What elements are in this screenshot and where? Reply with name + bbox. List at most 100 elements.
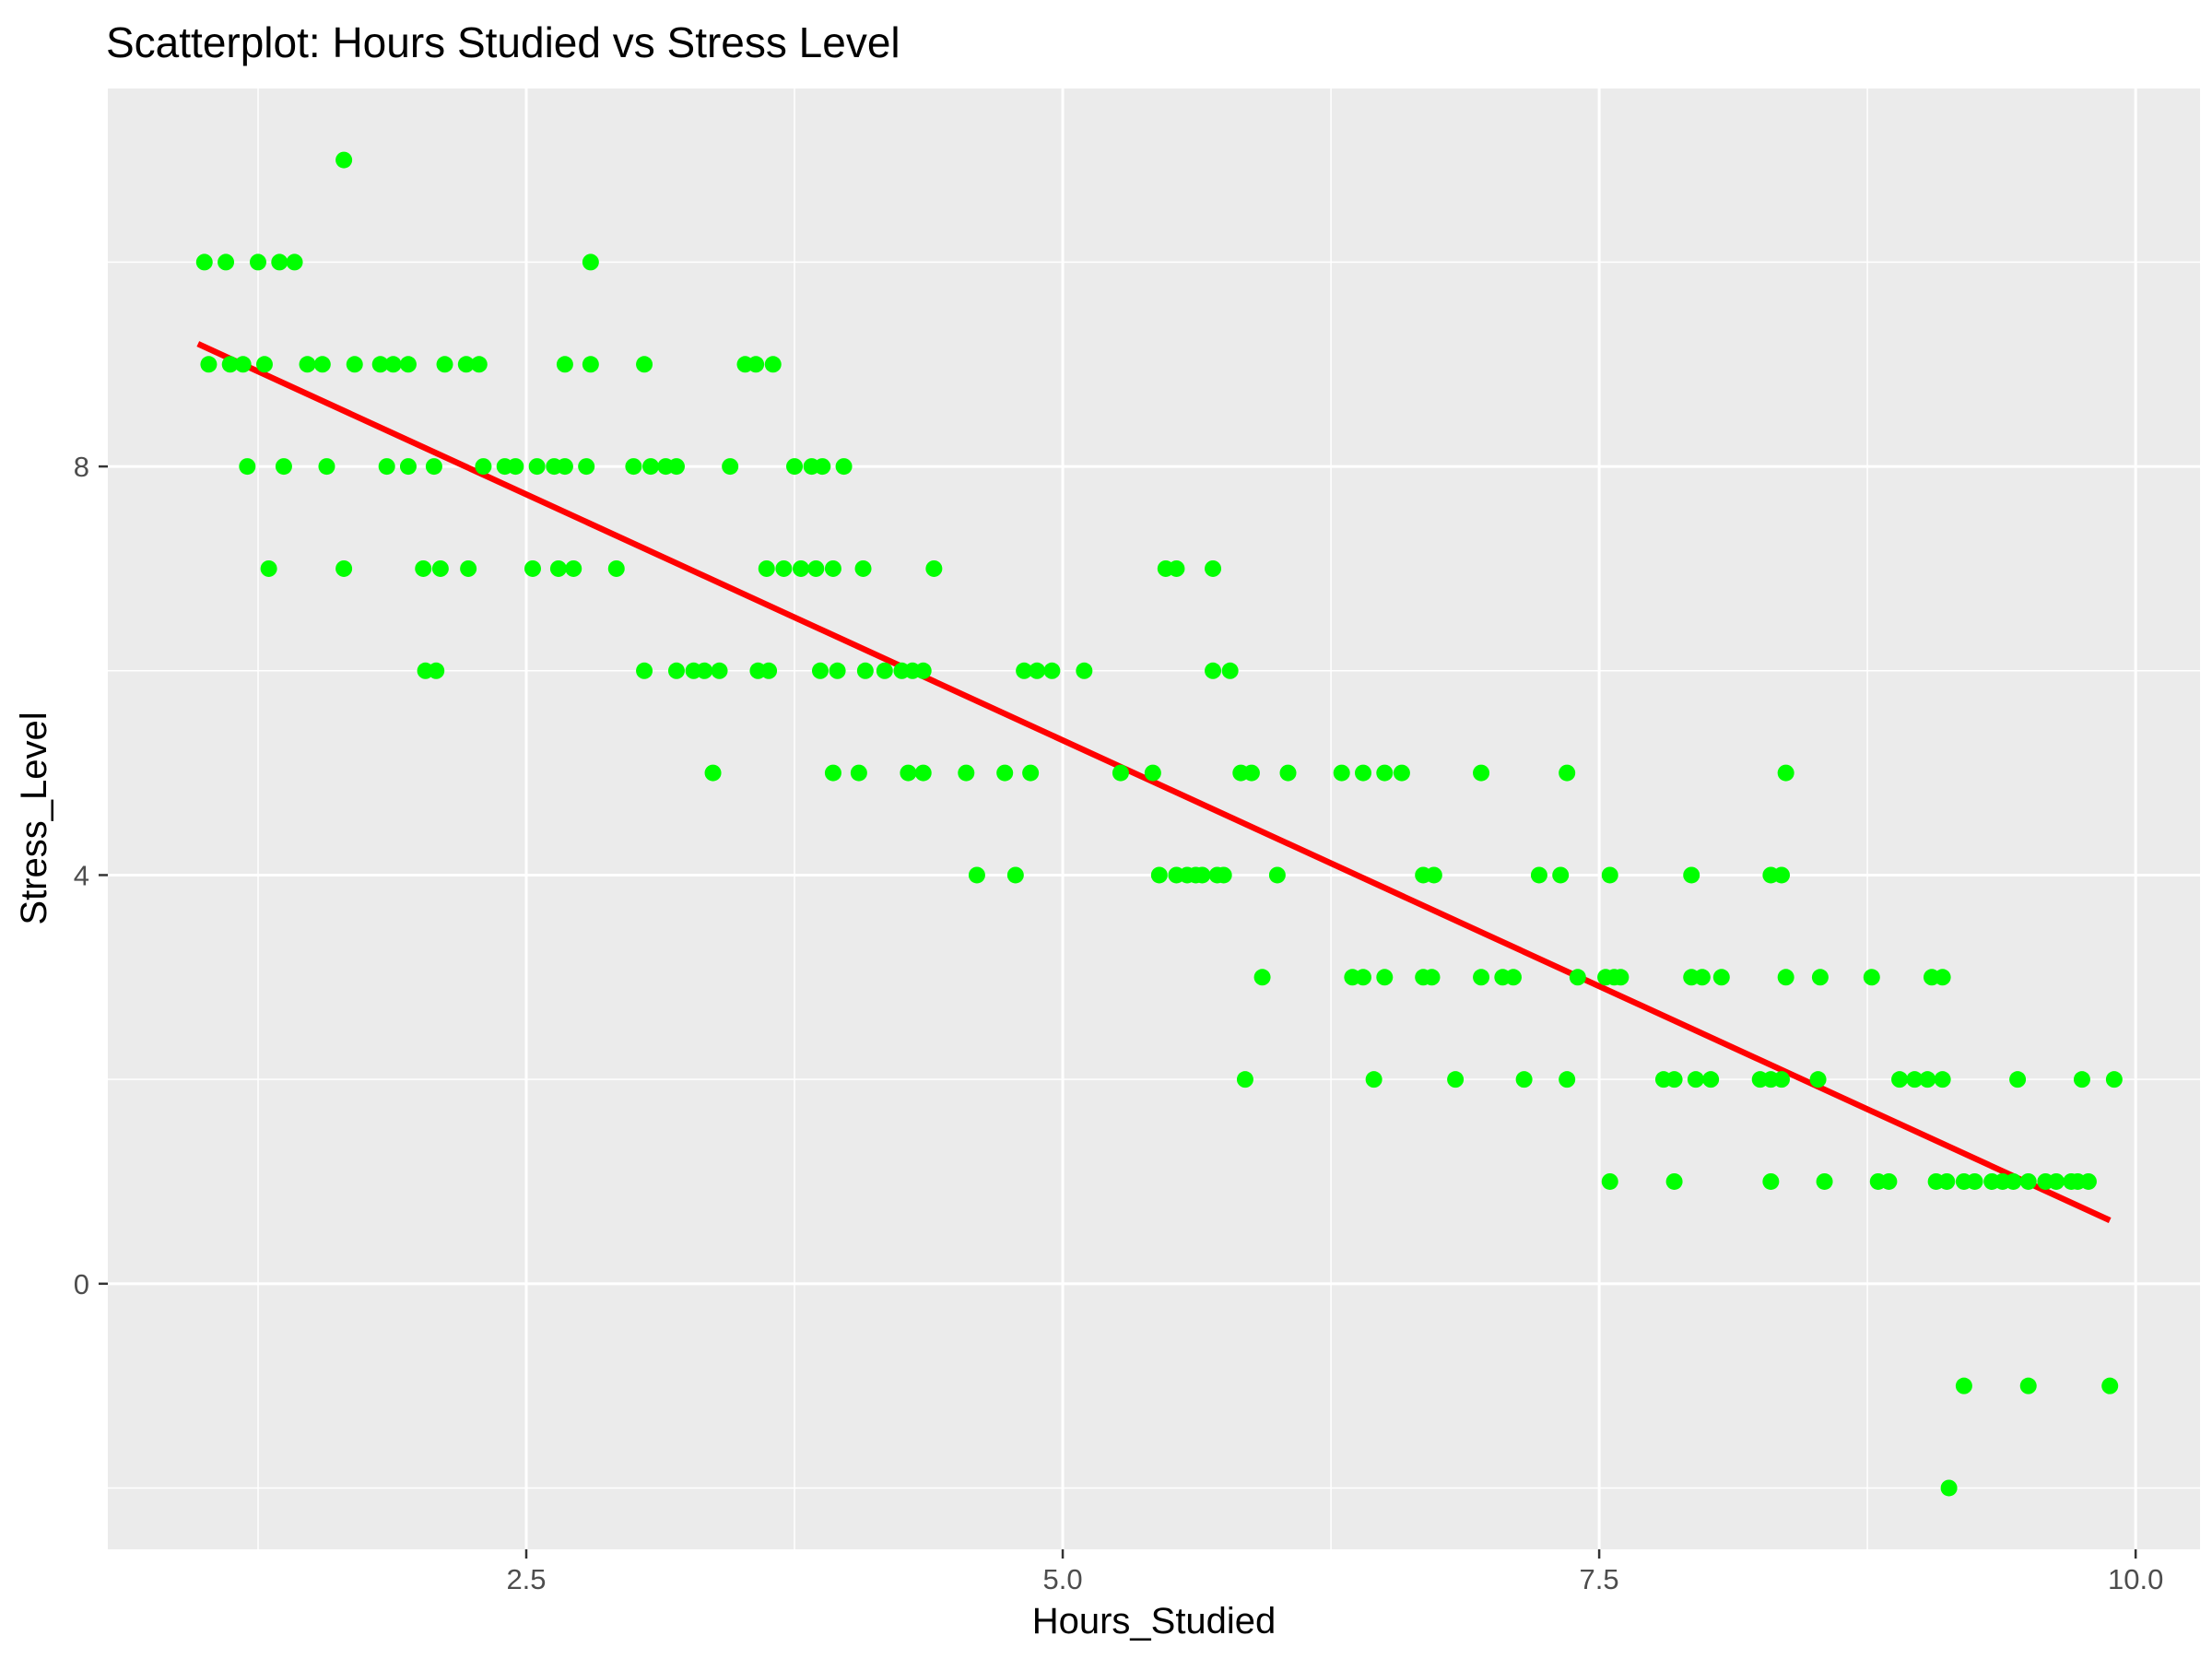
data-point [824, 559, 841, 577]
data-point [475, 458, 492, 476]
data-point [1355, 969, 1371, 986]
data-point [384, 356, 402, 373]
data-point [914, 662, 932, 679]
data-point [378, 458, 395, 476]
data-point [1029, 662, 1046, 679]
data-point [275, 458, 292, 476]
data-point [900, 764, 917, 782]
data-point [968, 866, 985, 884]
data-point [811, 662, 829, 679]
y-tick-label: 4 [74, 859, 89, 891]
data-point [1253, 969, 1271, 986]
data-point [1473, 969, 1490, 986]
data-point [775, 559, 793, 577]
data-point [255, 356, 273, 373]
data-point [1112, 764, 1129, 782]
data-point [625, 458, 642, 476]
data-point [667, 458, 685, 476]
regression-line [196, 341, 2112, 1224]
data-point [925, 559, 943, 577]
axis-ticks [99, 465, 2137, 1559]
data-point [1777, 969, 1794, 986]
data-point [1423, 969, 1441, 986]
fit-line-layer [196, 341, 2112, 1224]
data-point [850, 764, 867, 782]
data-point [1811, 969, 1829, 986]
data-point [1955, 1377, 1972, 1394]
minor-grid [108, 88, 2200, 1549]
data-point [1215, 866, 1232, 884]
data-point [607, 559, 625, 577]
data-point [1504, 969, 1522, 986]
data-point [299, 356, 316, 373]
data-point [1393, 764, 1410, 782]
data-point [1683, 866, 1700, 884]
points-layer [195, 151, 2123, 1497]
data-point [1515, 1071, 1533, 1088]
data-point [260, 559, 277, 577]
data-point [636, 662, 653, 679]
data-point [399, 356, 417, 373]
data-point [1236, 1071, 1253, 1088]
data-point [1221, 662, 1239, 679]
data-point [1144, 764, 1161, 782]
data-point [457, 356, 475, 373]
data-point [549, 559, 567, 577]
data-point [556, 458, 573, 476]
data-point [764, 356, 782, 373]
x-tick-label: 2.5 [506, 1563, 546, 1595]
data-point [1333, 764, 1350, 782]
data-point [2005, 1172, 2022, 1190]
data-point [854, 559, 872, 577]
data-point [1473, 764, 1490, 782]
y-axis-title: Stress_Level [14, 712, 54, 924]
data-point [528, 458, 546, 476]
data-point [1687, 1071, 1704, 1088]
data-point [2048, 1172, 2065, 1190]
data-point [1530, 866, 1547, 884]
data-point [371, 356, 389, 373]
data-point [636, 356, 653, 373]
data-point [807, 559, 825, 577]
y-tick-label: 0 [74, 1268, 89, 1300]
data-point [1425, 866, 1442, 884]
x-tick-label: 10.0 [2108, 1563, 2163, 1595]
data-point [722, 458, 739, 476]
data-point [470, 356, 488, 373]
data-point [1773, 1071, 1790, 1088]
data-point [1552, 866, 1570, 884]
data-point [460, 559, 477, 577]
data-point [399, 458, 417, 476]
data-point [824, 764, 841, 782]
data-point [2105, 1071, 2123, 1088]
data-point [431, 559, 449, 577]
data-point [239, 458, 256, 476]
data-point [1268, 866, 1286, 884]
data-point [436, 356, 453, 373]
data-point [1355, 764, 1371, 782]
data-point [793, 559, 810, 577]
data-point [1559, 1071, 1576, 1088]
data-point [346, 356, 363, 373]
data-point [1612, 969, 1630, 986]
data-point [335, 151, 353, 169]
data-point [1809, 1071, 1827, 1088]
data-point [1194, 866, 1211, 884]
data-point [582, 253, 599, 271]
data-point [1891, 1071, 1909, 1088]
data-point [2079, 1172, 2097, 1190]
data-point [1376, 764, 1394, 782]
data-point [1934, 969, 1951, 986]
plot-panel [108, 88, 2200, 1549]
data-point [1906, 1071, 1924, 1088]
data-point [2073, 1071, 2090, 1088]
data-point [1773, 866, 1790, 884]
data-point [271, 253, 288, 271]
data-point [1934, 1071, 1951, 1088]
data-point [218, 253, 235, 271]
data-point [1938, 1172, 1956, 1190]
data-point [786, 458, 804, 476]
data-point [2019, 1172, 2037, 1190]
data-point [747, 356, 765, 373]
